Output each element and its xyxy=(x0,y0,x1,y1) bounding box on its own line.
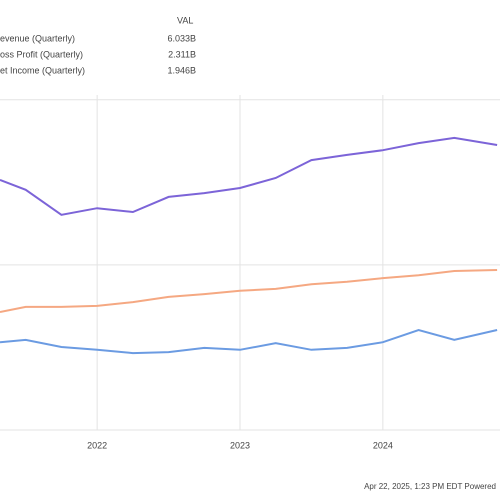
legend-label: evenue (Quarterly) xyxy=(0,33,75,43)
x-tick-label: 2023 xyxy=(230,440,250,450)
legend-value: 1.946B xyxy=(167,65,196,75)
series-line xyxy=(0,328,498,355)
legend-label: oss Profit (Quarterly) xyxy=(0,49,83,59)
legend-value: 2.311B xyxy=(168,49,196,59)
legend-label: et Income (Quarterly) xyxy=(0,65,85,75)
series-line xyxy=(0,136,498,216)
footer: Apr 22, 2025, 1:23 PM EDT Powered xyxy=(364,482,496,491)
legend-header: VAL xyxy=(177,15,193,25)
x-tick-label: 2024 xyxy=(373,440,393,450)
series-line xyxy=(0,269,498,313)
legend-value: 6.033B xyxy=(167,33,196,43)
x-tick-label: 2022 xyxy=(87,440,107,450)
